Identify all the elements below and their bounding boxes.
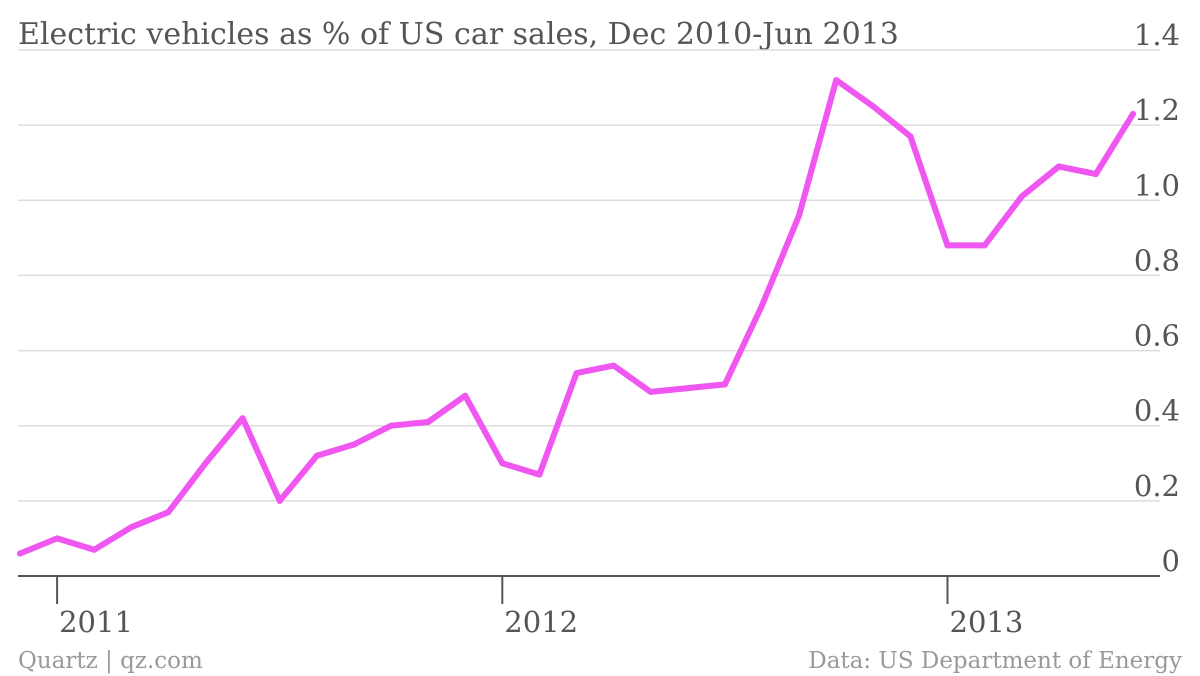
data-point [128,524,135,531]
data-point [1130,110,1136,117]
y-tick-label: 0.8 [1134,243,1180,277]
data-point [796,212,803,219]
series-layer [17,77,1136,557]
data-point [1055,163,1062,170]
data-point [165,509,172,516]
data-point [759,302,765,309]
gridlines [18,49,1160,502]
y-tick-label: 1.4 [1134,18,1180,52]
data-point [276,497,283,504]
data-point [425,419,432,425]
footer-source-left: Quartz | qz.com [18,648,203,674]
data-point [573,370,580,377]
data-point [833,77,840,84]
x-tick-label: 2011 [59,605,133,639]
x-axis-tick-labels: 2011 2012 2013 [59,605,1023,639]
series-line [17,77,1136,557]
data-point [870,103,877,110]
data-point [721,381,728,388]
x-tick-label: 2012 [504,605,578,639]
data-point [313,452,320,459]
y-axis-tick-labels: 0 0.2 0.4 0.6 0.8 1.0 1.2 1.4 [1134,18,1180,578]
data-point [350,441,357,448]
data-point [981,242,988,249]
data-point [907,133,914,140]
data-point [54,535,61,542]
x-tick-label: 2013 [950,605,1024,639]
data-point [684,385,691,392]
data-point [17,550,23,557]
x-axis-ticks [56,576,949,604]
y-tick-label: 1.0 [1134,168,1180,202]
data-point [462,392,469,399]
data-point [536,471,543,478]
data-point [1018,193,1025,200]
y-tick-label: 0.4 [1134,394,1180,428]
data-point [91,546,98,553]
y-tick-label: 0 [1162,544,1180,578]
y-tick-label: 0.6 [1134,319,1180,353]
y-tick-label: 1.2 [1134,93,1180,127]
data-point [647,388,654,395]
data-point [944,242,951,249]
y-tick-label: 0.2 [1134,469,1180,503]
data-point [388,422,394,429]
data-point [1092,171,1099,177]
data-point [202,460,209,467]
chart-title: Electric vehicles as % of US car sales, … [18,17,899,52]
footer-source-right: Data: US Department of Energy [808,648,1182,674]
data-point [610,362,617,369]
data-point [239,415,246,422]
data-point [499,460,506,467]
